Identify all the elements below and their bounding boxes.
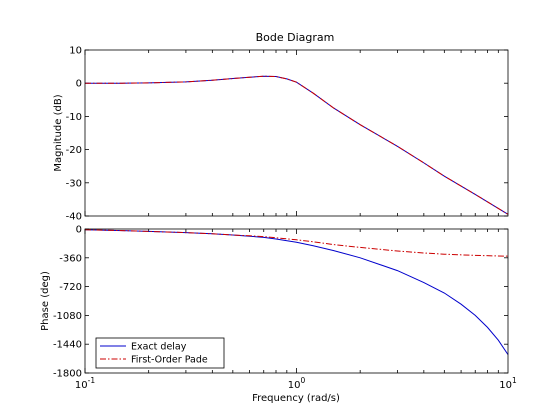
magnitude-y-tick-label: 10: [69, 46, 82, 57]
legend-label-exact-delay: Exact delay: [131, 342, 187, 353]
phase-y-tick-label: -360: [59, 253, 82, 264]
magnitude-y-tick-label: -10: [66, 112, 82, 123]
x-tick-label: 10-1: [75, 376, 95, 391]
magnitude-y-tick-label: -30: [66, 178, 82, 189]
phase-y-tick-label: 0: [76, 225, 82, 236]
phase-lines: [84, 229, 509, 355]
chart-title: Bode Diagram: [256, 31, 335, 44]
legend-box: [95, 337, 225, 369]
magnitude-ticks: 10 0 -10 -20 -30 -40: [66, 46, 508, 223]
magnitude-lines: [85, 75, 509, 215]
magnitude-y-tick-label: 0: [76, 79, 82, 90]
x-tick-label: 100: [288, 376, 306, 391]
magnitude-y-tick-label: -40: [66, 212, 82, 223]
magnitude-y-tick-label: -20: [66, 145, 82, 156]
phase-y-tick-label: -1440: [53, 340, 82, 351]
magnitude-panel: Bode Diagram Magnitude (dB) 10 0 -10 -20 -30…: [53, 31, 509, 223]
phase-line-exact-delay: [84, 229, 509, 355]
phase-axes-frame: [84, 228, 509, 374]
legend: Exact delay First-Order Pade: [95, 337, 225, 369]
x-axis-label: Frequency (rad/s): [252, 393, 340, 404]
x-tick-label: 101: [499, 376, 517, 391]
phase-y-tick-label: -1080: [53, 311, 82, 322]
magnitude-line-first-order-pade: [85, 75, 509, 215]
phase-line-first-order-pade: [84, 229, 509, 257]
magnitude-y-axis-label: Magnitude (dB): [53, 94, 64, 171]
legend-label-first-order-pade: First-Order Pade: [131, 355, 208, 366]
magnitude-axes-frame: [84, 49, 509, 217]
phase-y-tick-label: -1800: [53, 369, 82, 380]
phase-panel: Phase (deg) Frequency (rad/s) 0 -360 -720 -…: [40, 225, 517, 405]
phase-y-tick-label: -720: [59, 282, 82, 293]
phase-y-axis-label: Phase (deg): [40, 271, 51, 331]
